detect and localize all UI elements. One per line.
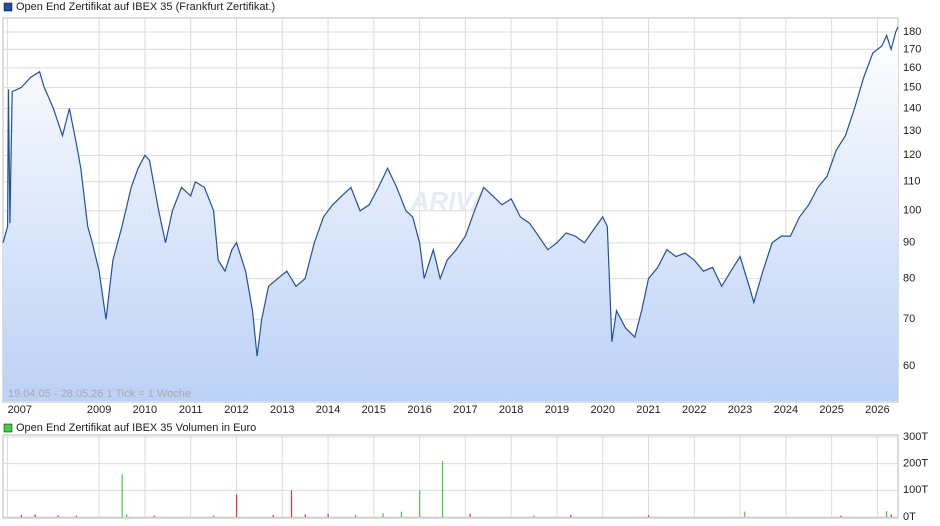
y-tick-label: 150 <box>903 81 921 93</box>
y-tick-label: 140 <box>903 102 921 114</box>
y-tick-label: 0T <box>903 511 916 523</box>
area <box>3 27 898 401</box>
chart-title: Open End Zertifikat auf IBEX 35 (Frankfu… <box>16 1 275 13</box>
x-tick-label: 2023 <box>728 404 752 416</box>
y-tick-label: 100 <box>903 205 921 217</box>
volume-bar <box>744 511 746 517</box>
y-tick-label: 90 <box>903 237 915 249</box>
x-tick-label: 2018 <box>499 404 523 416</box>
volume-bar <box>469 513 471 517</box>
volume-bar <box>533 515 535 517</box>
volume-bar <box>34 514 36 517</box>
volume-bar <box>400 511 402 517</box>
y-tick-label: 180 <box>903 26 921 38</box>
y-tick-label: 100T <box>903 484 928 496</box>
volume-bar <box>441 461 444 517</box>
x-tick-label: 2009 <box>87 404 111 416</box>
y-tick-label: 80 <box>903 273 915 285</box>
x-tick-label: 2016 <box>407 404 431 416</box>
volume-title: Open End Zertifikat auf IBEX 35 Volumen … <box>16 422 256 434</box>
y-tick-label: 120 <box>903 149 921 161</box>
y-tick-label: 170 <box>903 43 921 55</box>
x-tick-label: 2019 <box>545 404 569 416</box>
volume-bar <box>126 514 128 517</box>
volume-bar <box>382 513 384 517</box>
volume-bar <box>886 511 888 517</box>
y-tick-label: 200T <box>903 458 928 470</box>
x-tick-label: 2017 <box>453 404 477 416</box>
range-note: 19.04.05 - 28.05.26 1 Tick = 1 Woche <box>8 388 191 400</box>
x-tick-label: 2011 <box>179 404 203 416</box>
y-tick-label: 130 <box>903 125 921 137</box>
volume-bar <box>890 514 892 517</box>
x-tick-label: 2020 <box>590 404 614 416</box>
volume-bar <box>153 515 155 517</box>
y-tick-label: 300T <box>903 431 928 443</box>
x-tick-label: 2014 <box>316 404 340 416</box>
volume-bar <box>235 494 238 517</box>
volume-bar <box>419 490 421 517</box>
volume-bar <box>570 514 572 517</box>
plot-frame <box>2 434 899 519</box>
legend-swatch <box>3 2 13 12</box>
legend-swatch <box>3 423 13 433</box>
y-tick-label: 60 <box>903 360 915 372</box>
x-tick-label: 2015 <box>362 404 386 416</box>
x-tick-label: 2021 <box>636 404 660 416</box>
volume-bar <box>121 474 123 517</box>
x-tick-label: 2025 <box>819 404 843 416</box>
x-tick-label: 2010 <box>133 404 157 416</box>
volume-bar <box>840 515 842 517</box>
volume-bar <box>290 490 293 517</box>
y-tick-label: 110 <box>903 176 921 188</box>
x-tick-label: 2024 <box>774 404 798 416</box>
volume-bar <box>355 514 357 517</box>
volume-bar <box>57 515 59 517</box>
x-tick-label: 2026 <box>865 404 889 416</box>
volume-bar <box>75 515 77 517</box>
volume-bar <box>304 514 306 517</box>
volume-bar <box>327 513 329 517</box>
volume-bar <box>213 515 215 517</box>
x-tick-label: 2007 <box>8 404 32 416</box>
y-tick-label: 160 <box>903 62 921 74</box>
volume-bar <box>20 514 23 517</box>
y-tick-label: 70 <box>903 313 915 325</box>
x-tick-label: 2012 <box>224 404 248 416</box>
x-tick-label: 2022 <box>682 404 706 416</box>
volume-bar <box>272 514 274 517</box>
x-tick-label: 2013 <box>270 404 294 416</box>
volume-bar <box>647 515 650 517</box>
price-line <box>2 26 899 357</box>
